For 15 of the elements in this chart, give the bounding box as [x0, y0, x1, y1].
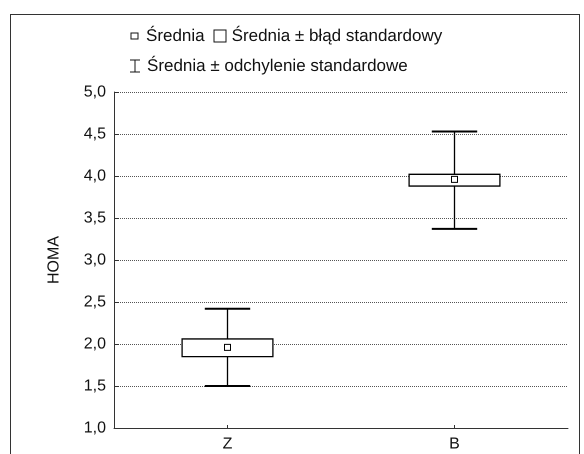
y-axis-title: HOMA — [46, 236, 62, 284]
y-tick-label: 4,0 — [84, 168, 106, 184]
y-tick-label: 4,5 — [84, 126, 106, 142]
text: Średnia ± odchylenie standardowe — [147, 54, 408, 77]
x-tick-label: Z — [222, 436, 233, 452]
y-tick-label: 3,0 — [84, 252, 106, 268]
y-tick-label: 2,0 — [84, 336, 106, 352]
y-tick-label: 1,5 — [84, 378, 106, 394]
y-tick-label: 1,0 — [84, 420, 106, 436]
y-tick-label: 2,5 — [84, 294, 106, 310]
y-tick-label: 5,0 — [84, 84, 106, 100]
y-tick-label: 3,5 — [84, 210, 106, 226]
text: Średnia ± błąd standardowy — [232, 24, 442, 47]
x-tick-label: B — [449, 436, 460, 452]
text: Średnia — [146, 24, 205, 47]
